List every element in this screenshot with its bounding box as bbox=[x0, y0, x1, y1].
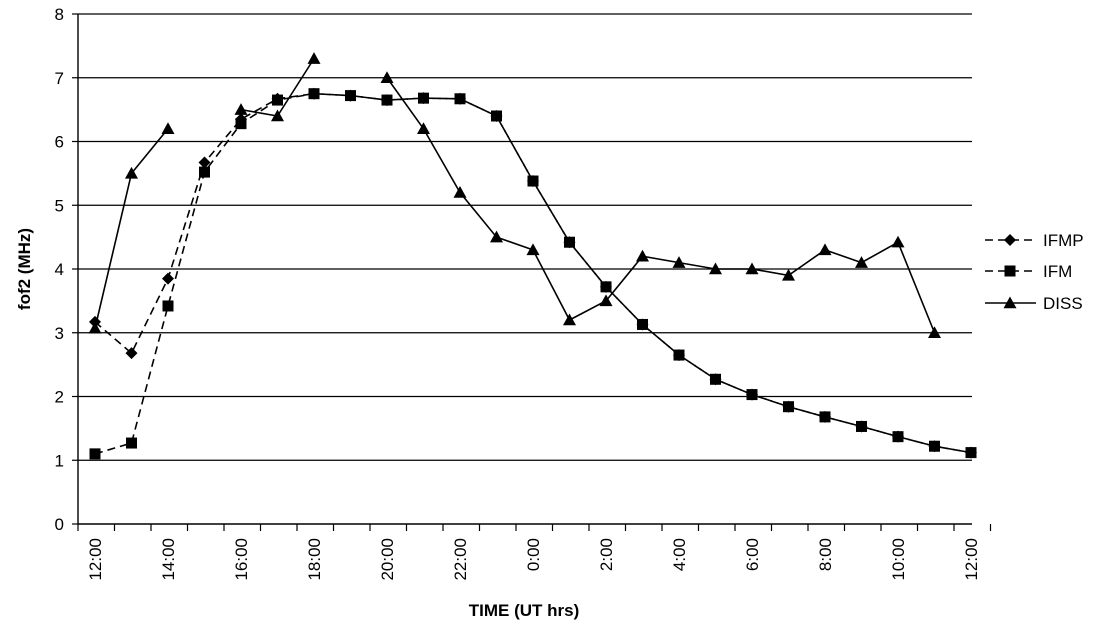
y-tick-label: 4 bbox=[55, 260, 64, 279]
data-point-ifm bbox=[929, 440, 940, 452]
data-point-diss bbox=[234, 103, 248, 115]
x-tick-label: 22:00 bbox=[451, 538, 470, 581]
data-point-diss bbox=[161, 122, 175, 134]
series-ifmp bbox=[89, 87, 977, 459]
series-ifm bbox=[89, 88, 977, 460]
y-axis-title: fof2 (MHz) bbox=[15, 228, 34, 310]
data-point-diss bbox=[709, 262, 722, 275]
data-point-ifm bbox=[564, 236, 575, 248]
y-tick-label: 5 bbox=[55, 196, 64, 215]
data-point-diss bbox=[271, 109, 284, 122]
data-point-diss bbox=[453, 186, 467, 198]
data-point-diss bbox=[891, 235, 905, 248]
data-point-diss bbox=[563, 313, 576, 326]
data-point-ifm bbox=[746, 389, 758, 401]
data-point-ifm bbox=[673, 349, 685, 361]
x-tick-label: 12:00 bbox=[86, 538, 105, 581]
data-point-ifm bbox=[126, 437, 137, 449]
data-point-ifm bbox=[162, 300, 174, 312]
data-point-diss bbox=[88, 321, 102, 334]
data-point-ifm bbox=[454, 93, 466, 105]
data-point-diss bbox=[526, 243, 540, 256]
legend-item-ifmp: IFMP bbox=[985, 231, 1084, 250]
data-point-ifm bbox=[272, 94, 283, 106]
x-tick-label: 20:00 bbox=[378, 538, 397, 581]
data-point-diss bbox=[380, 71, 394, 83]
x-tick-label: 4:00 bbox=[670, 538, 689, 571]
data-point-ifmp bbox=[125, 347, 138, 360]
y-tick-label: 7 bbox=[55, 69, 64, 88]
data-point-ifm bbox=[710, 373, 721, 385]
data-point-ifm bbox=[418, 92, 429, 104]
data-point-ifmp bbox=[162, 272, 174, 285]
series-line-ifmp bbox=[94, 92, 972, 454]
data-point-ifm bbox=[637, 318, 648, 330]
x-tick-label: 6:00 bbox=[743, 538, 762, 571]
data-point-ifm bbox=[819, 411, 831, 423]
legend-label: IFM bbox=[1043, 262, 1072, 281]
data-point-ifmp bbox=[198, 156, 211, 169]
x-tick-label: 12:00 bbox=[962, 538, 981, 581]
data-point-diss bbox=[818, 243, 832, 256]
y-axis-ticks: 0 1 2 3 4 5 6 7 8 bbox=[55, 5, 78, 534]
x-tick-label: 14:00 bbox=[159, 538, 178, 581]
data-point-ifm bbox=[199, 166, 210, 178]
data-point-ifm bbox=[783, 401, 794, 413]
y-tick-label: 3 bbox=[55, 324, 64, 343]
legend-item-ifm: IFM bbox=[985, 262, 1072, 281]
y-tick-label: 0 bbox=[55, 515, 64, 534]
x-tick-label: 2:00 bbox=[597, 538, 616, 571]
y-tick-label: 8 bbox=[55, 5, 64, 24]
data-point-diss bbox=[672, 256, 686, 268]
series-line-diss bbox=[386, 77, 936, 334]
data-point-ifm bbox=[965, 447, 977, 459]
data-point-ifm bbox=[491, 110, 502, 122]
data-point-ifm bbox=[381, 94, 393, 106]
data-point-ifm bbox=[600, 281, 612, 293]
x-tick-label: 16:00 bbox=[232, 538, 251, 581]
data-point-ifm bbox=[308, 88, 320, 100]
x-axis-title: TIME (UT hrs) bbox=[469, 601, 580, 620]
gridlines bbox=[78, 13, 972, 461]
data-point-ifm bbox=[856, 420, 867, 432]
x-tick-label: 8:00 bbox=[816, 538, 835, 571]
x-tick-label: 18:00 bbox=[305, 538, 324, 581]
x-tick-label: 10:00 bbox=[889, 538, 908, 581]
data-point-ifm bbox=[892, 431, 904, 443]
data-point-ifm bbox=[527, 175, 539, 187]
series-line-diss bbox=[94, 128, 169, 329]
data-point-diss bbox=[417, 122, 430, 134]
data-point-diss bbox=[636, 249, 649, 262]
legend-marker bbox=[1003, 296, 1017, 309]
series-diss bbox=[88, 52, 941, 338]
data-point-diss bbox=[782, 268, 795, 281]
legend-item-diss: DISS bbox=[985, 294, 1083, 313]
data-point-ifm bbox=[235, 118, 247, 130]
y-tick-label: 2 bbox=[55, 388, 64, 407]
y-tick-label: 6 bbox=[55, 133, 64, 152]
data-point-diss bbox=[125, 166, 138, 179]
series-line-diss bbox=[240, 58, 315, 117]
legend-label: DISS bbox=[1043, 294, 1083, 313]
legend-marker bbox=[1004, 265, 1016, 277]
data-point-diss bbox=[928, 326, 941, 338]
data-point-ifm bbox=[89, 448, 101, 460]
data-point-diss bbox=[855, 256, 868, 268]
data-point-diss bbox=[307, 52, 321, 64]
data-point-diss bbox=[745, 262, 759, 275]
data-point-diss bbox=[599, 294, 613, 307]
data-point-ifm bbox=[345, 90, 356, 102]
legend-label: IFMP bbox=[1043, 231, 1084, 250]
legend-marker bbox=[1004, 234, 1016, 246]
legend: IFMP IFM DISS bbox=[985, 231, 1084, 313]
y-tick-label: 1 bbox=[55, 451, 64, 470]
series-layer bbox=[88, 52, 977, 460]
data-point-diss bbox=[490, 230, 503, 243]
series-line-ifm bbox=[94, 92, 972, 455]
x-tick-label: 0:00 bbox=[524, 538, 543, 571]
x-axis-ticks: 12:00 14:00 16:00 18:00 20:00 22:00 0:00 2:00 4:… bbox=[77, 524, 992, 581]
